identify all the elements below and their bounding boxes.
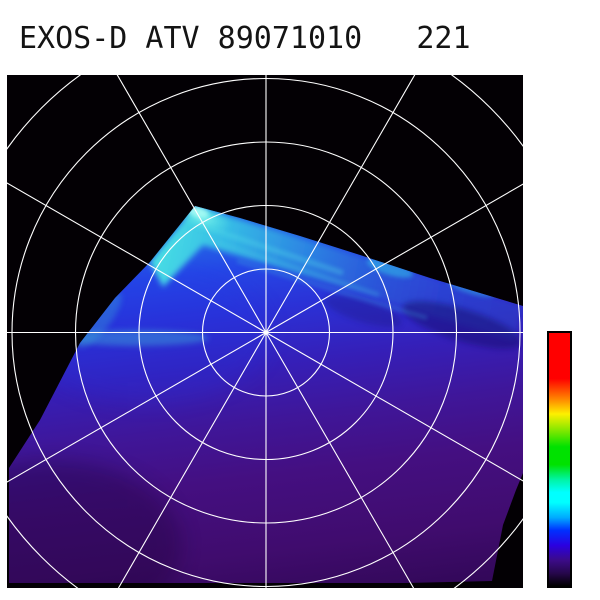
aurora-dark-corner bbox=[9, 460, 182, 583]
aurora-peak-core bbox=[187, 206, 209, 218]
aurora-streak bbox=[204, 224, 344, 276]
aurora-dark-patch bbox=[402, 301, 522, 349]
colorbar-gradient bbox=[549, 333, 570, 586]
colorbar bbox=[547, 331, 572, 588]
plot-canvas bbox=[7, 75, 523, 588]
aurora-image bbox=[7, 75, 523, 588]
polar-grid bbox=[7, 75, 523, 588]
polar-image-plot bbox=[7, 75, 523, 588]
aurora-cyan-patch bbox=[366, 258, 414, 278]
plot-title: EXOS-D ATV 89071010 221 bbox=[19, 21, 471, 56]
aurora-streak bbox=[216, 241, 380, 297]
aurora-streak bbox=[236, 259, 428, 320]
aurora-dark-patch bbox=[324, 295, 402, 327]
aurora-edge-glow bbox=[76, 292, 122, 348]
